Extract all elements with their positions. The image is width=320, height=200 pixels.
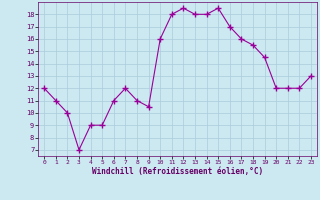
X-axis label: Windchill (Refroidissement éolien,°C): Windchill (Refroidissement éolien,°C) [92,167,263,176]
